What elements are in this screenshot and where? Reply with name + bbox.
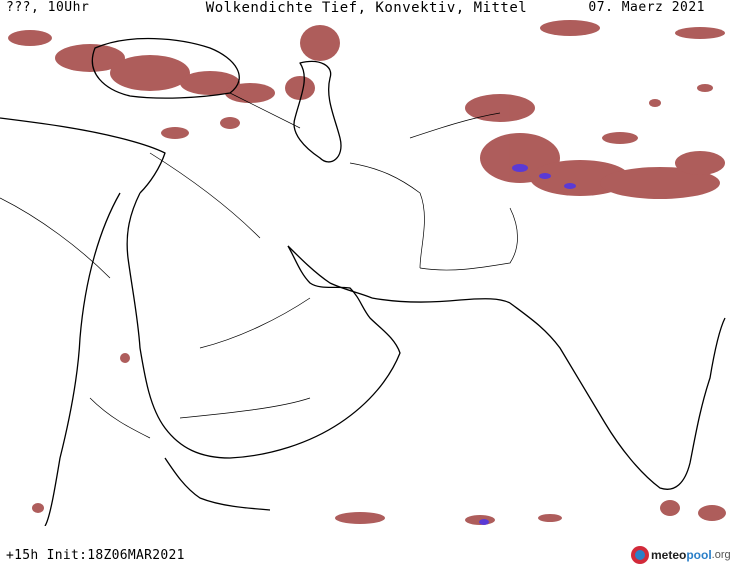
borders bbox=[0, 92, 518, 439]
logo-text-meteo: meteo bbox=[651, 548, 687, 562]
cloud-layer bbox=[8, 20, 726, 525]
logo-text-org: .org bbox=[711, 549, 731, 561]
coastlines bbox=[0, 37, 726, 526]
valid-date: 07. Maerz 2021 bbox=[588, 0, 705, 15]
map-title: Wolkendichte Tief, Konvektiv, Mittel bbox=[205, 0, 528, 16]
meteopool-logo[interactable]: meteo pool .org bbox=[631, 545, 731, 565]
convective-layer bbox=[479, 164, 576, 525]
run-label: ???, 10Uhr bbox=[6, 0, 90, 15]
forecast-info: +15h Init:18Z06MAR2021 bbox=[6, 548, 185, 563]
cloud-cover-map bbox=[0, 20, 726, 526]
logo-text-pool: pool bbox=[686, 548, 712, 562]
logo-icon bbox=[631, 546, 649, 564]
